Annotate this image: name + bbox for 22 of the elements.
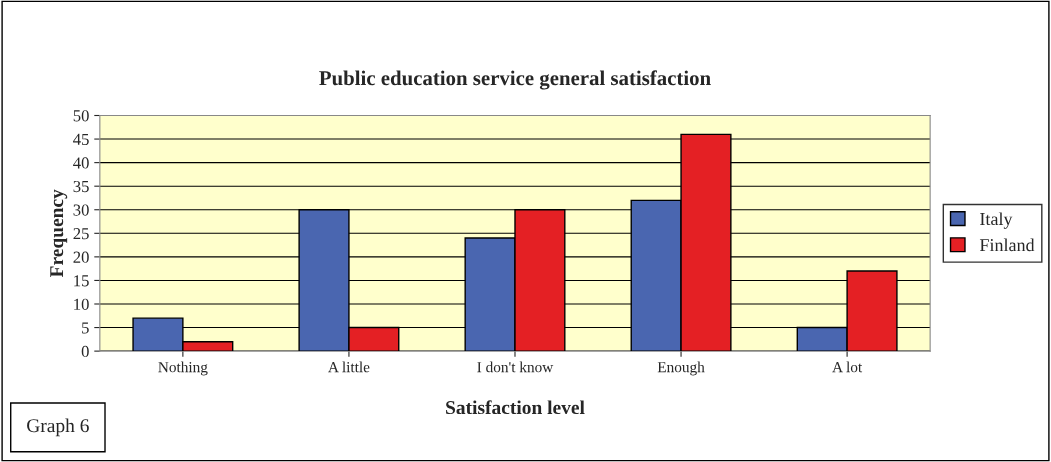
y-tick-label: 10 xyxy=(74,298,89,310)
x-tick-label: Nothing xyxy=(158,361,208,376)
x-tick-label: Enough xyxy=(657,361,705,376)
legend-label: Italy xyxy=(980,212,1013,229)
x-tick-label: I don't know xyxy=(477,361,554,373)
y-tick-label: 25 xyxy=(73,228,89,240)
y-tick-label: 50 xyxy=(73,110,89,122)
chart-title: Public education service general satisfaction xyxy=(319,70,711,90)
legend-label: Finland xyxy=(979,238,1035,252)
x-tick-label: A little xyxy=(328,361,370,373)
y-tick-label: 15 xyxy=(74,275,89,287)
y-tick-label: 45 xyxy=(73,133,89,146)
y-tick-label: 30 xyxy=(73,204,89,216)
y-tick-label: 35 xyxy=(73,180,89,193)
y-tick-label: 5 xyxy=(82,322,89,334)
caption: Graph 6 xyxy=(27,418,89,437)
y-axis-title: Frequency xyxy=(50,189,68,278)
x-tick-label: A lot xyxy=(832,361,863,373)
x-axis-title: Satisfaction level xyxy=(446,400,585,415)
y-tick-label: 0 xyxy=(81,345,89,358)
y-tick-label: 40 xyxy=(73,157,89,169)
y-tick-label: 20 xyxy=(73,251,89,263)
